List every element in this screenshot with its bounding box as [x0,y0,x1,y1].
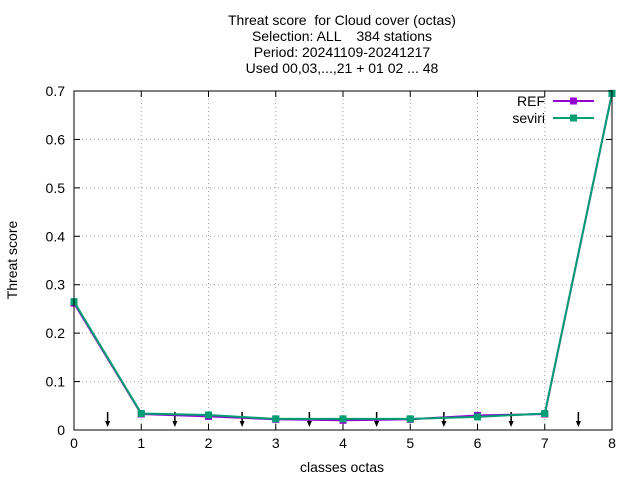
data-point [339,415,347,423]
arrow-head [575,421,581,427]
y-tick-label: 0.7 [46,83,66,99]
arrow-head [172,421,178,427]
x-tick-label: 5 [406,435,414,451]
y-tick-label: 0.6 [46,131,66,147]
x-tick-labels: 0 1 2 3 4 5 6 7 8 [70,435,616,451]
axis-ticks [73,90,613,431]
arrow-head [374,421,380,427]
down-arrow-marker [374,412,380,427]
x-tick-label: 1 [137,435,145,451]
x-tick-label: 6 [474,435,482,451]
down-arrow-marker [105,412,111,427]
arrow-head [239,421,245,427]
class-boundary-arrows [105,412,581,427]
down-arrow-marker [575,412,581,427]
y-tick-label: 0.1 [46,374,66,390]
x-tick-label: 7 [541,435,549,451]
down-arrow-marker [441,412,447,427]
title-line-4: Used 00,03,...,21 + 01 02 ... 48 [246,60,439,76]
data-point [137,410,145,418]
title-line-3: Period: 20241109-20241217 [254,44,431,60]
x-tick-label: 4 [339,435,347,451]
data-point [474,413,481,421]
y-tick-label: 0.5 [46,180,66,196]
data-point [541,410,549,418]
title-line-2: Selection: ALL 384 stations [252,28,432,44]
x-tick-label: 0 [70,435,78,451]
chart-title: Threat score for Cloud cover (octas) Sel… [228,12,456,76]
y-tick-label: 0 [57,422,65,438]
down-arrow-marker [239,412,245,427]
y-tick-label: 0.2 [46,325,66,341]
y-tick-label: 0.3 [46,277,66,293]
legend-label: seviri [512,110,545,126]
legend-label: REF [517,93,545,109]
y-tick-labels: 0 0.1 0.2 0.3 0.4 0.5 0.6 0.7 [46,83,66,438]
grid-lines [74,91,612,430]
arrow-head [508,421,514,427]
legend-marker [570,114,577,122]
arrow-head [306,421,312,427]
y-tick-label: 0.4 [46,228,66,244]
x-axis-label: classes octas [300,459,384,475]
legend-marker [570,97,577,105]
arrow-head [105,421,111,427]
series-line [73,93,613,420]
x-tick-label: 3 [272,435,280,451]
x-tick-label: 2 [205,435,213,451]
down-arrow-marker [306,412,312,427]
series-ref [70,89,616,424]
arrow-head [441,421,447,427]
data-point [272,415,280,423]
x-tick-label: 8 [608,435,616,451]
data-point [406,415,414,423]
y-axis-label: Threat score [4,220,20,299]
data-series [70,89,616,424]
title-line-1: Threat score for Cloud cover (octas) [228,12,456,28]
data-point [205,411,212,419]
